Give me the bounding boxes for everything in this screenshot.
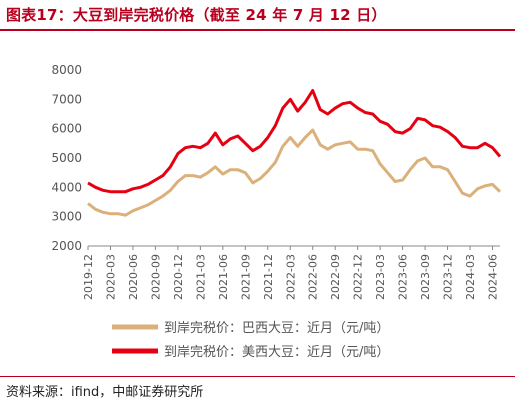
y-axis: 2000 3000 4000 5000 6000 7000 8000: [51, 63, 82, 253]
x-tick-label: 2023-06: [397, 254, 410, 300]
series-line-us: [87, 89, 502, 194]
title-rule: [0, 29, 515, 31]
x-tick-label: 2020-12: [172, 254, 185, 300]
line-chart: 2000 3000 4000 5000 6000 7000 8000 2019-12 2020…: [51, 63, 502, 360]
source-note: 资料来源：ifind，中邮证券研究所: [6, 385, 204, 400]
x-tick-label: 2023-12: [442, 254, 455, 300]
x-tick-label: 2022-09: [329, 254, 342, 300]
y-tick-label: 2000: [51, 239, 82, 253]
legend-label: 到岸完税价：美西大豆：近月（元/吨）: [164, 345, 389, 360]
x-tick-label: 2023-09: [419, 254, 432, 300]
x-axis: 2019-12 2020-03 2020-06 2020-09 2020-12 2021-…: [82, 245, 500, 300]
y-tick-label: 5000: [51, 151, 82, 165]
x-tick-label: 2021-09: [239, 254, 252, 300]
chart-title: 图表17：大豆到岸完税价格（截至 24 年 7 月 12 日）: [6, 6, 387, 24]
x-tick-label: 2020-03: [104, 254, 117, 300]
series-lines: [87, 89, 502, 217]
y-tick-label: 6000: [51, 122, 82, 136]
x-tick-label: 2022-06: [307, 254, 320, 300]
legend-label: 到岸完税价：巴西大豆：近月（元/吨）: [164, 321, 389, 336]
x-tick-label: 2022-12: [352, 254, 365, 300]
x-tick-label: 2021-12: [262, 254, 275, 300]
y-tick-label: 4000: [51, 180, 82, 194]
footer-rule: [0, 376, 515, 377]
y-tick-label: 7000: [51, 92, 82, 106]
x-tick-label: 2022-03: [284, 254, 297, 300]
x-tick-label: 2024-03: [464, 254, 477, 300]
x-tick-label: 2020-06: [127, 254, 140, 300]
x-tick-label: 2024-06: [487, 254, 500, 300]
x-tick-label: 2021-03: [194, 254, 207, 300]
x-tick-label: 2019-12: [82, 254, 95, 300]
x-tick-label: 2023-03: [374, 254, 387, 300]
y-tick-label: 3000: [51, 210, 82, 224]
y-tick-label: 8000: [51, 63, 82, 77]
legend: 到岸完税价：巴西大豆：近月（元/吨） 到岸完税价：美西大豆：近月（元/吨）: [112, 321, 389, 360]
x-tick-label: 2020-09: [149, 254, 162, 300]
series-line-brazil: [87, 128, 502, 217]
x-tick-label: 2021-06: [217, 254, 230, 300]
